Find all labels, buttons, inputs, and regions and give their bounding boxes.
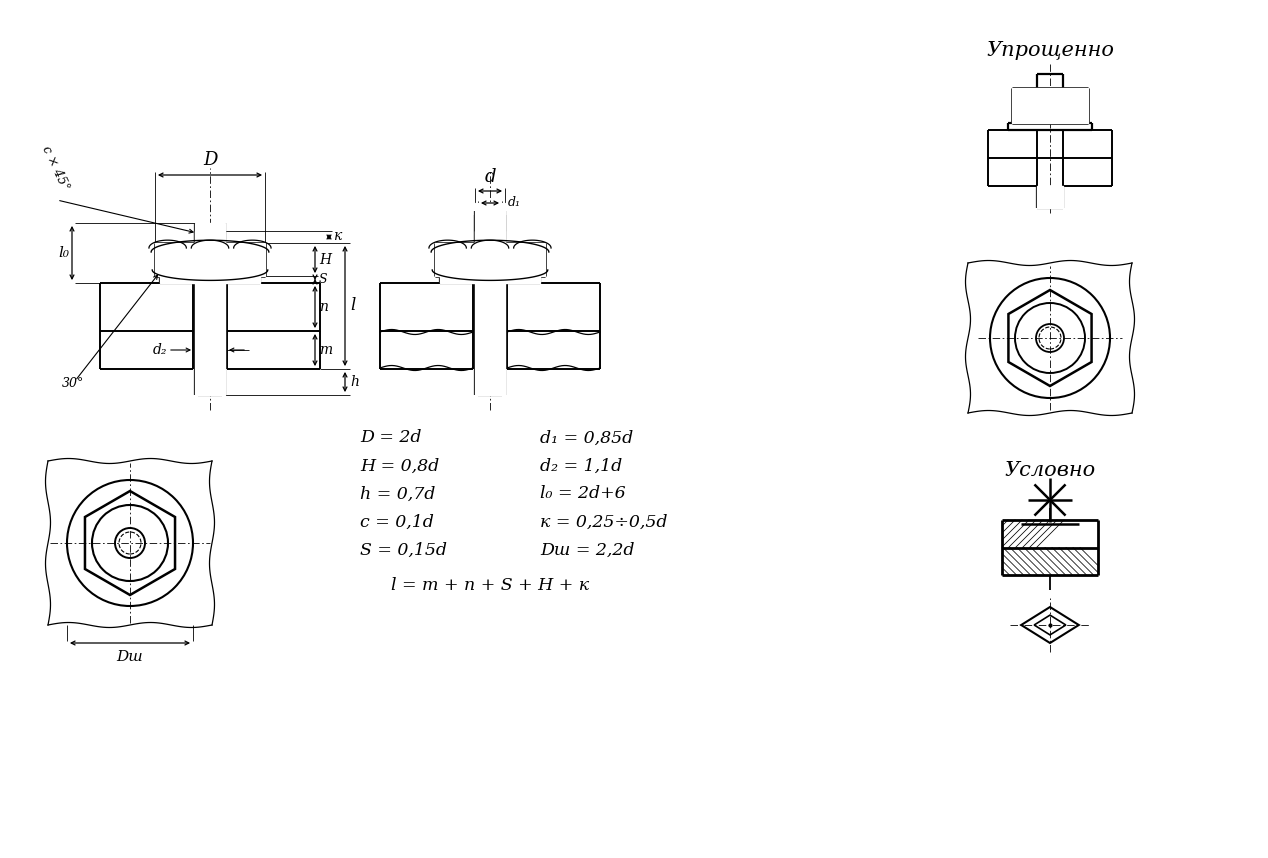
Text: m: m xyxy=(320,343,332,357)
Polygon shape xyxy=(1012,88,1088,123)
Polygon shape xyxy=(195,223,224,395)
Text: l₀ = 2d+6: l₀ = 2d+6 xyxy=(540,486,625,503)
Text: d₂: d₂ xyxy=(152,343,167,357)
Text: 30°: 30° xyxy=(62,377,84,390)
Polygon shape xyxy=(440,276,540,283)
Polygon shape xyxy=(435,243,545,276)
Text: S: S xyxy=(320,273,327,286)
Text: d₁: d₁ xyxy=(508,196,521,209)
Text: h: h xyxy=(350,375,359,389)
Text: n: n xyxy=(320,300,328,314)
Text: d₂ = 1,1d: d₂ = 1,1d xyxy=(540,457,623,474)
Text: к: к xyxy=(333,229,341,243)
Text: Условно: Условно xyxy=(1004,461,1096,480)
Polygon shape xyxy=(155,243,265,276)
Polygon shape xyxy=(1037,186,1063,208)
Text: H = 0,8d: H = 0,8d xyxy=(360,457,439,474)
Text: l₀: l₀ xyxy=(58,246,70,260)
Polygon shape xyxy=(476,231,505,243)
Text: Dш: Dш xyxy=(117,650,143,664)
Text: c = 0,1d: c = 0,1d xyxy=(360,513,434,530)
Text: l: l xyxy=(350,298,355,315)
Text: Dш = 2,2d: Dш = 2,2d xyxy=(540,541,634,559)
Polygon shape xyxy=(195,231,224,243)
Text: l = m + n + S + H + к: l = m + n + S + H + к xyxy=(391,577,590,595)
Text: S = 0,15d: S = 0,15d xyxy=(360,541,448,559)
Text: с × 45°: с × 45° xyxy=(39,144,71,193)
Text: Упрощенно: Упрощенно xyxy=(987,40,1115,59)
Text: D = 2d: D = 2d xyxy=(360,430,421,446)
Text: d: d xyxy=(484,168,496,186)
Text: к = 0,25÷0,5d: к = 0,25÷0,5d xyxy=(540,513,667,530)
Text: H: H xyxy=(320,252,331,267)
Polygon shape xyxy=(476,203,505,395)
Text: d₁ = 0,85d: d₁ = 0,85d xyxy=(540,430,633,446)
Text: D: D xyxy=(203,151,217,169)
Polygon shape xyxy=(160,276,260,283)
Text: h = 0,7d: h = 0,7d xyxy=(360,486,435,503)
